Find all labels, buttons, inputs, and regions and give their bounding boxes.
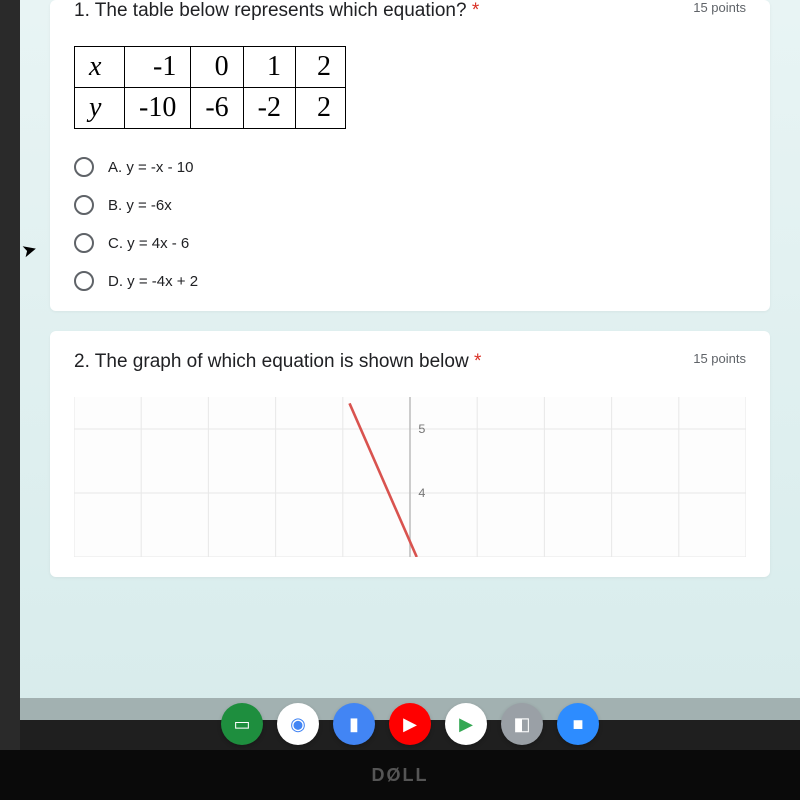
table-row: x -1 0 1 2 <box>75 47 346 88</box>
radio-icon <box>74 233 94 253</box>
screen-area: 1. The table below represents which equa… <box>20 0 800 720</box>
required-asterisk: * <box>474 351 481 372</box>
q2-title-text: 2. The graph of which equation is shown … <box>74 351 469 372</box>
svg-text:5: 5 <box>418 422 425 436</box>
option-label: C. y = 4x - 6 <box>108 235 189 252</box>
radio-icon <box>74 195 94 215</box>
svg-text:4: 4 <box>418 486 425 500</box>
taskbar: ▭ ◉ ▮ ▶ ▶ ◧ ■ <box>20 698 800 750</box>
table-cell: -6 <box>191 88 243 129</box>
graph-svg: 54 <box>74 397 746 557</box>
table-cell: 2 <box>295 47 345 88</box>
question-1-title: 1. The table below represents which equa… <box>74 0 479 22</box>
question-2-card: 2. The graph of which equation is shown … <box>50 331 770 577</box>
table-cell: 2 <box>295 88 345 129</box>
option-d[interactable]: D. y = -4x + 2 <box>74 271 746 291</box>
option-label: D. y = -4x + 2 <box>108 273 198 290</box>
q1-options: A. y = -x - 10 B. y = -6x C. y = 4x - 6 … <box>74 157 746 291</box>
table-cell: -1 <box>125 47 191 88</box>
question-1-card: 1. The table below represents which equa… <box>50 0 770 311</box>
xy-table: x -1 0 1 2 y -10 -6 -2 2 <box>74 46 346 129</box>
option-c[interactable]: C. y = 4x - 6 <box>74 233 746 253</box>
dock-classroom-icon[interactable]: ▭ <box>221 703 263 745</box>
radio-icon <box>74 157 94 177</box>
q1-title-text: 1. The table below represents which equa… <box>74 0 467 21</box>
question-1-header: 1. The table below represents which equa… <box>74 0 746 22</box>
graph-area: 54 <box>74 397 746 557</box>
table-cell: -2 <box>243 88 295 129</box>
required-asterisk: * <box>472 0 479 21</box>
dock-zoom-icon[interactable]: ■ <box>557 703 599 745</box>
dock-docs-icon[interactable]: ▮ <box>333 703 375 745</box>
table-row: y -10 -6 -2 2 <box>75 88 346 129</box>
dock-youtube-icon[interactable]: ▶ <box>389 703 431 745</box>
table-cell: -10 <box>125 88 191 129</box>
row-label-x: x <box>75 47 125 88</box>
option-b[interactable]: B. y = -6x <box>74 195 746 215</box>
table-cell: 1 <box>243 47 295 88</box>
dell-logo: DØLL <box>372 765 429 786</box>
option-label: B. y = -6x <box>108 197 172 214</box>
radio-icon <box>74 271 94 291</box>
dock-play-icon[interactable]: ▶ <box>445 703 487 745</box>
option-a[interactable]: A. y = -x - 10 <box>74 157 746 177</box>
q2-points: 15 points <box>693 351 746 366</box>
question-2-title: 2. The graph of which equation is shown … <box>74 351 481 373</box>
monitor-bezel: DØLL <box>0 750 800 800</box>
dock-chrome-icon[interactable]: ◉ <box>277 703 319 745</box>
option-label: A. y = -x - 10 <box>108 159 193 176</box>
table-cell: 0 <box>191 47 243 88</box>
row-label-y: y <box>75 88 125 129</box>
dock-camera-icon[interactable]: ◧ <box>501 703 543 745</box>
q1-points: 15 points <box>693 0 746 15</box>
cursor-icon: ➤ <box>20 238 40 262</box>
question-2-header: 2. The graph of which equation is shown … <box>74 351 746 373</box>
